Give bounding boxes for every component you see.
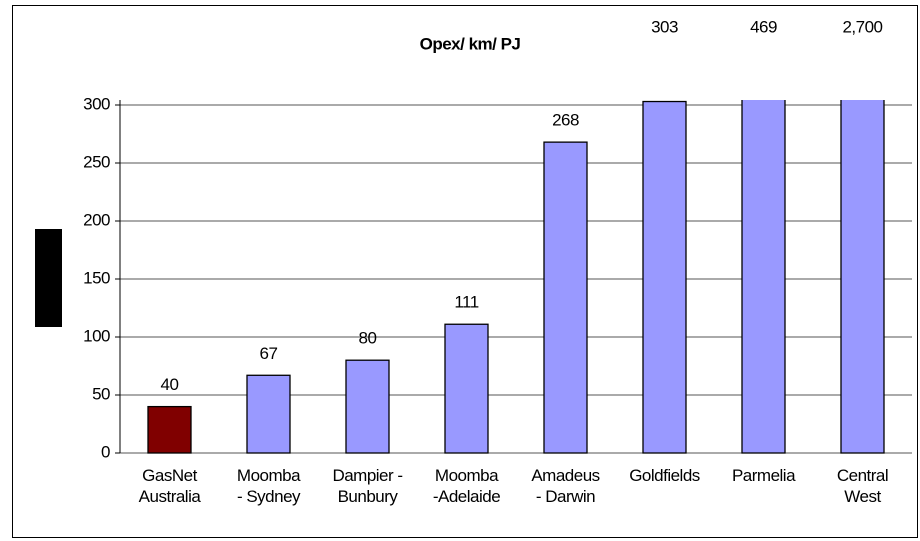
bar <box>444 323 489 454</box>
x-tick-label: Dampier - Bunbury <box>332 466 403 506</box>
value-label: 40 <box>161 375 179 394</box>
y-tick-label: 0 <box>101 442 110 461</box>
value-label: 268 <box>552 111 579 130</box>
y-tick-label: 250 <box>83 152 110 171</box>
value-label: 67 <box>260 344 278 363</box>
redacted-axis-label <box>35 229 62 327</box>
x-tick-label: Amadeus - Darwin <box>531 466 600 506</box>
y-tick-label: 50 <box>92 384 110 403</box>
value-label: 80 <box>359 329 377 348</box>
x-tick-label: Central West <box>836 466 889 506</box>
x-tick-label: Parmelia <box>731 466 796 485</box>
y-tick-label: 200 <box>83 210 110 229</box>
chart-title: Opex/ km/ PJ <box>420 34 521 53</box>
bar <box>543 141 588 454</box>
bar <box>642 100 687 454</box>
value-label: 303 <box>651 17 678 36</box>
y-tick-label: 100 <box>83 326 110 345</box>
bar <box>345 359 390 454</box>
y-tick-label: 150 <box>83 268 110 287</box>
x-tick-label: GasNet Australia <box>138 466 201 506</box>
bar <box>246 374 291 454</box>
x-tick-label: Moomba -Adelaide <box>432 466 501 506</box>
x-tick-label: Moomba - Sydney <box>236 466 301 506</box>
y-tick-label: 300 <box>83 94 110 113</box>
chart-frame <box>12 5 918 538</box>
bar <box>147 405 192 454</box>
bar <box>840 100 885 454</box>
x-tick-label: Goldfields <box>629 466 700 485</box>
value-label: 469 <box>750 17 777 36</box>
value-label: 111 <box>454 293 478 312</box>
bar <box>741 100 786 454</box>
value-label: 2,700 <box>842 17 882 36</box>
